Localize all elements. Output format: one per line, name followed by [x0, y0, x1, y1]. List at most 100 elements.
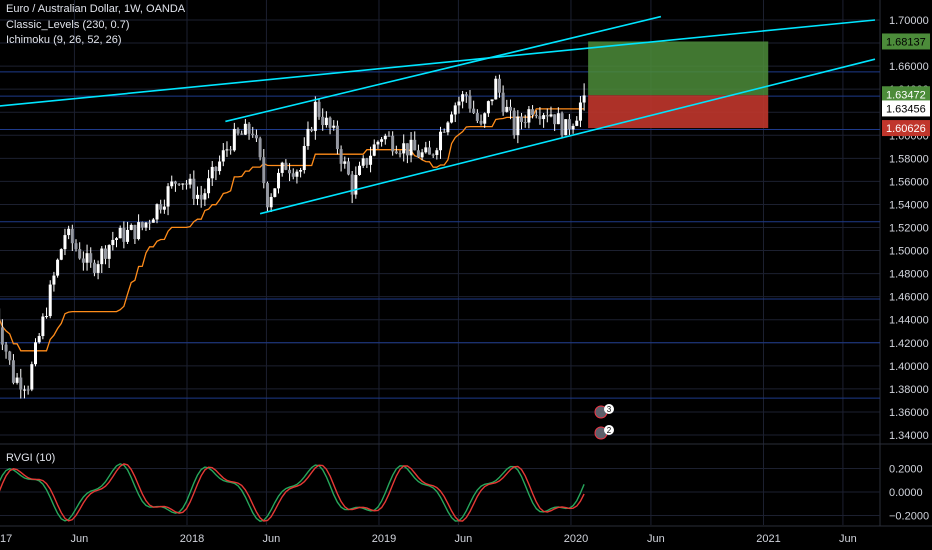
candle-body — [67, 228, 71, 236]
price-tick-label: 1.50000 — [889, 246, 929, 258]
classic-levels-legend[interactable]: Classic_Levels (230, 0.7) — [6, 19, 130, 31]
rvgi-tick-label: 0.0000 — [889, 487, 923, 499]
candle-body — [416, 150, 420, 158]
trendline[interactable] — [259, 58, 876, 215]
price-tick-label: 1.34000 — [889, 430, 929, 442]
price-label-entry-box — [882, 86, 930, 103]
candle-body — [313, 101, 317, 131]
candle-body — [564, 119, 568, 136]
candle-body — [210, 166, 214, 179]
candle-body — [137, 222, 141, 240]
price-label-stop-box — [882, 120, 930, 137]
ichimoku-legend[interactable]: Ichimoku (9, 26, 52, 26) — [6, 34, 122, 46]
candle-body — [486, 101, 490, 114]
price-label-stop: 1.60626 — [886, 123, 926, 135]
candle-body — [232, 128, 236, 151]
price-tick-label: 1.58000 — [889, 153, 929, 165]
candle-body — [122, 227, 126, 242]
candle-body — [346, 161, 350, 175]
candle-body — [52, 275, 56, 285]
time-tick-label: 2021 — [756, 533, 780, 545]
candle-body — [376, 141, 380, 145]
candle-body — [317, 101, 321, 117]
time-tick-label: Jun — [71, 533, 89, 545]
candle-body — [358, 165, 362, 175]
candle-body — [545, 115, 549, 117]
time-tick-label: Jun — [263, 533, 281, 545]
candle-body — [225, 149, 229, 151]
candle-body — [92, 262, 96, 273]
candle-body — [409, 139, 413, 156]
candle-body — [19, 377, 23, 390]
candlestick-series — [0, 74, 586, 399]
candle-body — [531, 109, 535, 115]
candle-body — [192, 178, 196, 199]
long-position-tool[interactable] — [588, 41, 769, 129]
time-tick-label: 2017 — [0, 533, 12, 545]
candle-body — [151, 219, 155, 223]
candle-body — [343, 161, 347, 164]
candle-body — [199, 194, 203, 200]
stop-zone[interactable] — [588, 95, 769, 129]
candle-body — [520, 116, 524, 123]
price-tick-label: 1.42000 — [889, 338, 929, 350]
candle-body — [133, 224, 137, 240]
candle-body — [181, 183, 185, 185]
price-label-target: 1.68137 — [886, 36, 926, 48]
candle-body — [468, 95, 472, 109]
candle-body — [394, 151, 398, 154]
time-tick-label: Jun — [647, 533, 665, 545]
target-zone[interactable] — [588, 41, 769, 96]
trendline[interactable] — [0, 19, 876, 107]
candle-body — [383, 135, 387, 140]
candle-body — [258, 138, 262, 158]
trendline[interactable] — [225, 15, 662, 123]
time-tick-label: Jun — [455, 533, 473, 545]
candle-body — [582, 95, 586, 103]
time-axis[interactable]: 2017 Jun 2018 Jun 2019 Jun 2020 Jun 2021 Jun — [0, 533, 857, 545]
symbol-title[interactable]: Euro / Australian Dollar, 1W, OANDA — [6, 3, 186, 15]
candle-body — [398, 153, 402, 155]
candle-body — [100, 248, 104, 265]
candle-body — [405, 143, 409, 156]
rvgi-line — [0, 463, 585, 522]
classic-levels — [0, 71, 880, 399]
candle-body — [288, 169, 292, 174]
candle-body — [251, 133, 255, 136]
candle-body — [369, 155, 373, 165]
candle-body — [45, 316, 49, 318]
trendlines[interactable] — [0, 15, 876, 215]
candle-body — [571, 125, 575, 130]
candle-body — [11, 360, 15, 383]
candle-body — [457, 101, 461, 106]
candle-body — [523, 122, 527, 124]
grid — [0, 0, 932, 527]
time-tick-label: Jun — [839, 533, 857, 545]
rvgi-legend[interactable]: RVGI (10) — [6, 452, 56, 464]
candle-body — [324, 117, 328, 126]
candle-body — [8, 351, 12, 361]
candle-body — [494, 78, 498, 100]
candle-body — [350, 174, 354, 195]
event-count-badge — [604, 404, 614, 414]
candle-body — [464, 94, 468, 96]
candle-body — [254, 135, 258, 139]
event-badges[interactable]: 32 — [594, 404, 614, 440]
rvgi-pane: 0.2000 0.0000 −0.2000 — [0, 463, 929, 523]
candle-body — [188, 178, 192, 185]
candle-body — [446, 122, 450, 133]
candle-body — [26, 389, 30, 391]
price-label-target-box — [882, 33, 930, 50]
candle-body — [221, 150, 225, 162]
candle-body — [413, 139, 417, 151]
candle-body — [269, 196, 273, 208]
candle-body — [578, 102, 582, 121]
candle-body — [361, 158, 365, 166]
candle-body — [556, 113, 560, 125]
candle-body — [196, 194, 200, 199]
candle-body — [387, 135, 391, 137]
candle-body — [78, 249, 82, 259]
candle-body — [299, 170, 303, 172]
